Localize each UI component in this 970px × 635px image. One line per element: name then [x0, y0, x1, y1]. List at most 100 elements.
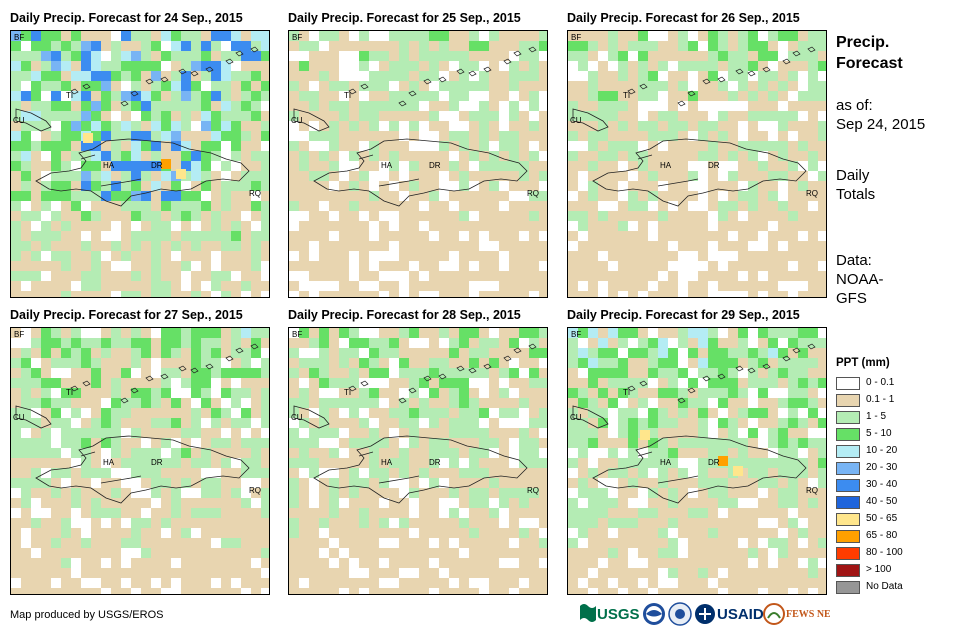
precip-cell: [141, 338, 151, 348]
precip-cell: [201, 478, 211, 488]
precip-cell: [648, 348, 658, 358]
precip-cell: [339, 131, 349, 141]
precip-cell: [261, 281, 269, 291]
precip-cell: [161, 558, 171, 568]
precip-cell: [319, 251, 329, 261]
coastline-islet: [807, 46, 816, 53]
precip-cell: [349, 418, 359, 428]
precip-cell: [708, 181, 718, 191]
precip-cell: [161, 201, 171, 211]
precip-cell: [131, 568, 141, 578]
precip-cell: [648, 578, 658, 588]
precip-cell: [359, 448, 369, 458]
precip-cell: [231, 518, 241, 528]
precip-cell: [289, 578, 299, 588]
as-of-text: as of: Sep 24, 2015: [836, 96, 925, 134]
precip-cell: [31, 398, 41, 408]
precip-cell: [161, 261, 171, 271]
precip-cell: [181, 498, 191, 508]
precip-cell: [638, 588, 648, 594]
precip-cell: [708, 41, 718, 51]
precip-cell: [598, 121, 608, 131]
precip-cell: [51, 71, 61, 81]
precip-cell: [698, 281, 708, 291]
precip-cell: [688, 348, 698, 358]
precip-cell: [131, 518, 141, 528]
precip-cell: [439, 358, 449, 368]
precip-cell: [11, 368, 21, 378]
precip-cell: [539, 281, 547, 291]
precip-cell: [201, 458, 211, 468]
precip-cell: [628, 448, 638, 458]
precip-cell: [479, 181, 489, 191]
precip-cell: [151, 438, 161, 448]
precip-cell: [251, 408, 261, 418]
precip-cell: [161, 468, 171, 478]
precip-cell: [608, 538, 618, 548]
precip-cell: [698, 358, 708, 368]
precip-cell: [151, 528, 161, 538]
coastline-islet: [503, 355, 512, 362]
precip-cell: [101, 91, 111, 101]
precip-cell: [768, 271, 778, 281]
precip-cell: [61, 281, 71, 291]
precip-cell: [309, 458, 319, 468]
precip-cell: [201, 548, 211, 558]
precip-cell: [151, 398, 161, 408]
side-title-line: Forecast: [836, 55, 903, 72]
precip-cell: [688, 478, 698, 488]
precip-cell: [309, 91, 319, 101]
precip-cell: [369, 548, 379, 558]
precip-cell: [409, 448, 419, 458]
map-label-dr: DR: [429, 161, 441, 170]
precip-cell: [539, 71, 547, 81]
precip-cell: [231, 468, 241, 478]
precip-cell: [728, 398, 738, 408]
precip-cell: [798, 478, 808, 488]
precip-cell: [578, 261, 588, 271]
precip-cell: [628, 241, 638, 251]
precip-cell: [11, 538, 21, 548]
precip-cell: [171, 338, 181, 348]
precip-cell: [21, 468, 31, 478]
precip-cell: [688, 358, 698, 368]
precip-cell: [369, 201, 379, 211]
precip-cell: [251, 538, 261, 548]
precip-cell: [111, 281, 121, 291]
precip-cell: [728, 528, 738, 538]
precip-cell: [329, 548, 339, 558]
coastline-islet: [456, 365, 465, 372]
precip-cell: [241, 328, 251, 338]
precip-cell: [31, 438, 41, 448]
precip-cell: [91, 438, 101, 448]
precip-cell: [51, 211, 61, 221]
precip-cell: [261, 161, 269, 171]
precip-cell: [309, 398, 319, 408]
precip-cell: [728, 558, 738, 568]
precip-cell: [319, 538, 329, 548]
precip-cell: [459, 428, 469, 438]
precip-cell: [161, 281, 171, 291]
precip-cell: [31, 588, 41, 594]
precip-cell: [181, 211, 191, 221]
precip-cell: [329, 398, 339, 408]
fews-net-text: FEWS NET: [786, 609, 830, 620]
precip-cell: [111, 131, 121, 141]
precip-cell: [241, 111, 251, 121]
precip-cell: [261, 478, 269, 488]
precip-cell: [289, 91, 299, 101]
precip-cell: [389, 468, 399, 478]
precip-cell: [798, 31, 808, 41]
precip-cell: [91, 428, 101, 438]
precip-cell: [509, 468, 519, 478]
precip-cell: [31, 241, 41, 251]
precip-cell: [231, 281, 241, 291]
precip-cell: [578, 528, 588, 538]
precip-cell: [529, 348, 539, 358]
precip-cell: [51, 478, 61, 488]
precip-cell: [808, 231, 818, 241]
precip-cell: [369, 141, 379, 151]
precip-cell: [359, 428, 369, 438]
precip-cell: [788, 428, 798, 438]
precip-cell: [668, 438, 678, 448]
